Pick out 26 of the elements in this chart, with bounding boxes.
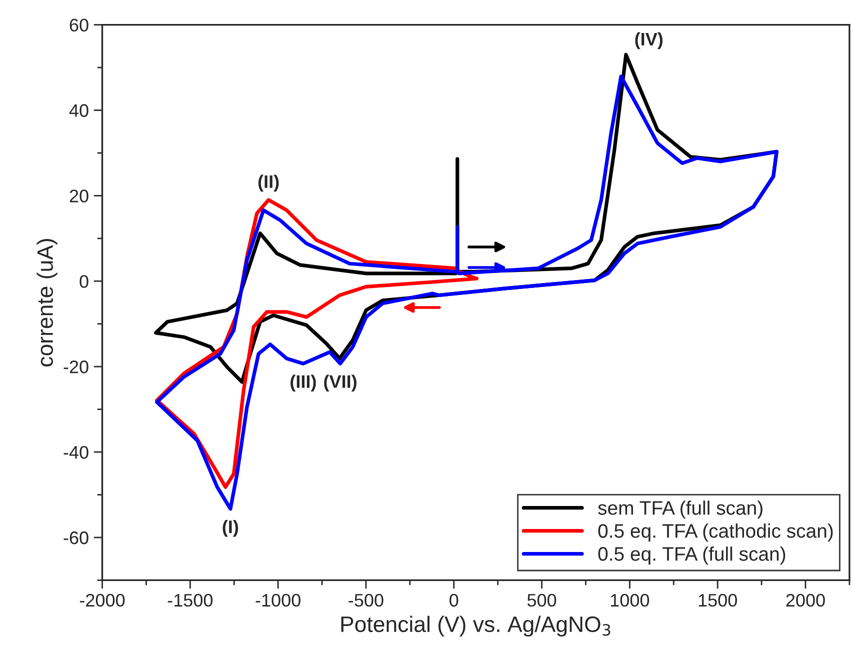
- legend-label: sem TFA (full scan): [598, 500, 762, 519]
- x-axis-title: Potencial (V) vs. Ag/AgNO$_{3}$: [341, 616, 610, 637]
- y-tick-label: 0: [80, 275, 88, 288]
- y-tick-label: 40: [69, 104, 88, 117]
- y-tick-label: 20: [70, 190, 88, 202]
- y-tick-label: 60: [70, 18, 88, 32]
- legend-label: 0.5 eq. TFA (full scan): [598, 546, 786, 565]
- x-tick-label: -500: [348, 594, 384, 607]
- x-tick-label: 0: [450, 594, 458, 607]
- x-tick-label: -1500: [168, 594, 213, 607]
- y-tick-label: -40: [64, 446, 88, 459]
- x-tick-label: 1500: [698, 594, 737, 607]
- x-tick-label: -2000: [80, 594, 125, 607]
- legend-label: 0.5 eq. TFA (cathodic scan): [598, 524, 833, 542]
- y-tick-label: -20: [64, 360, 88, 374]
- x-tick-label: -1000: [256, 594, 300, 607]
- y-axis-title: corrente (uA): [36, 239, 58, 366]
- y-tick-label: -60: [64, 531, 88, 544]
- x-tick-label: 1000: [610, 594, 650, 607]
- annotation: (VII): [324, 374, 356, 392]
- annotation: (I): [222, 520, 238, 537]
- annotation: (II): [258, 174, 279, 192]
- annotation: (IV): [635, 32, 663, 50]
- annotation: (III): [290, 374, 316, 392]
- x-tick-label: 500: [527, 594, 556, 607]
- x-tick-label: 2000: [786, 594, 825, 607]
